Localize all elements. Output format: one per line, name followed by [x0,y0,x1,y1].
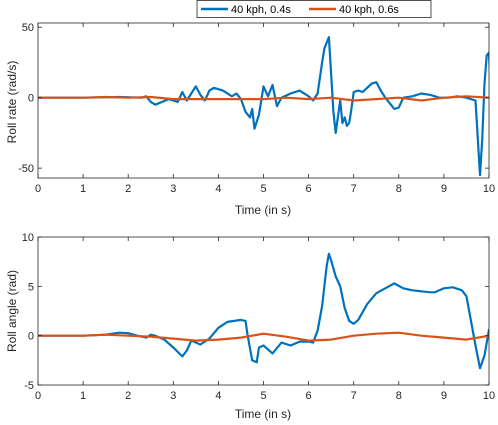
x-tick-label: 2 [125,390,131,402]
legend: 40 kph, 0.4s 40 kph, 0.6s [196,0,432,18]
series-group [38,252,489,370]
y-tick-label: 0 [28,331,34,343]
y-axis-label: Roll rate (rad/s) [5,61,19,144]
x-tick-label: 5 [260,390,266,402]
y-axis-label: Roll angle (rad) [5,270,19,352]
y-tick-label: -5 [24,380,34,392]
x-tick-label: 4 [215,183,221,195]
series-line-0 [38,252,489,370]
series-line-1 [38,95,489,102]
x-tick-label: 8 [396,390,402,402]
x-tick-label: 7 [351,390,357,402]
series-line-0 [38,36,489,177]
y-tick-label: -50 [18,163,34,175]
y-tick-label: 50 [22,22,34,34]
x-tick-label: 9 [441,390,447,402]
y-tick-label: 10 [22,232,34,244]
x-tick-label: 0 [35,183,41,195]
x-tick-label: 2 [125,183,131,195]
roll-angle-chart: Roll angle (rad) Time (in s) 0 1 2 3 4 5 6 7 8 9 1… [5,232,495,421]
x-tick-label: 8 [396,183,402,195]
roll-rate-chart: Roll rate (rad/s) Time (in s) 0 1 2 3 4 5 6 7 8 9… [5,22,495,217]
x-tick-label: 9 [441,183,447,195]
x-tick-label: 6 [306,183,312,195]
series-line-1 [38,331,489,342]
x-tick-label: 3 [170,183,176,195]
x-tick-label: 10 [483,183,495,195]
x-tick-label: 4 [215,390,221,402]
y-tick-label: 5 [28,281,34,293]
x-tick-label: 10 [483,390,495,402]
x-tick-label: 1 [80,183,86,195]
x-tick-label: 6 [306,390,312,402]
series-group [38,36,489,177]
x-tick-label: 7 [351,183,357,195]
y-tick-label: 0 [28,93,34,105]
x-tick-label: 3 [170,390,176,402]
x-tick-label: 0 [35,390,41,402]
x-axis-label: Time (in s) [235,407,291,421]
legend-label-0: 40 kph, 0.4s [231,4,291,16]
x-axis-label: Time (in s) [235,203,291,217]
x-tick-label: 1 [80,390,86,402]
x-tick-label: 5 [260,183,266,195]
axes-box [37,236,490,386]
legend-label-1: 40 kph, 0.6s [339,4,399,16]
